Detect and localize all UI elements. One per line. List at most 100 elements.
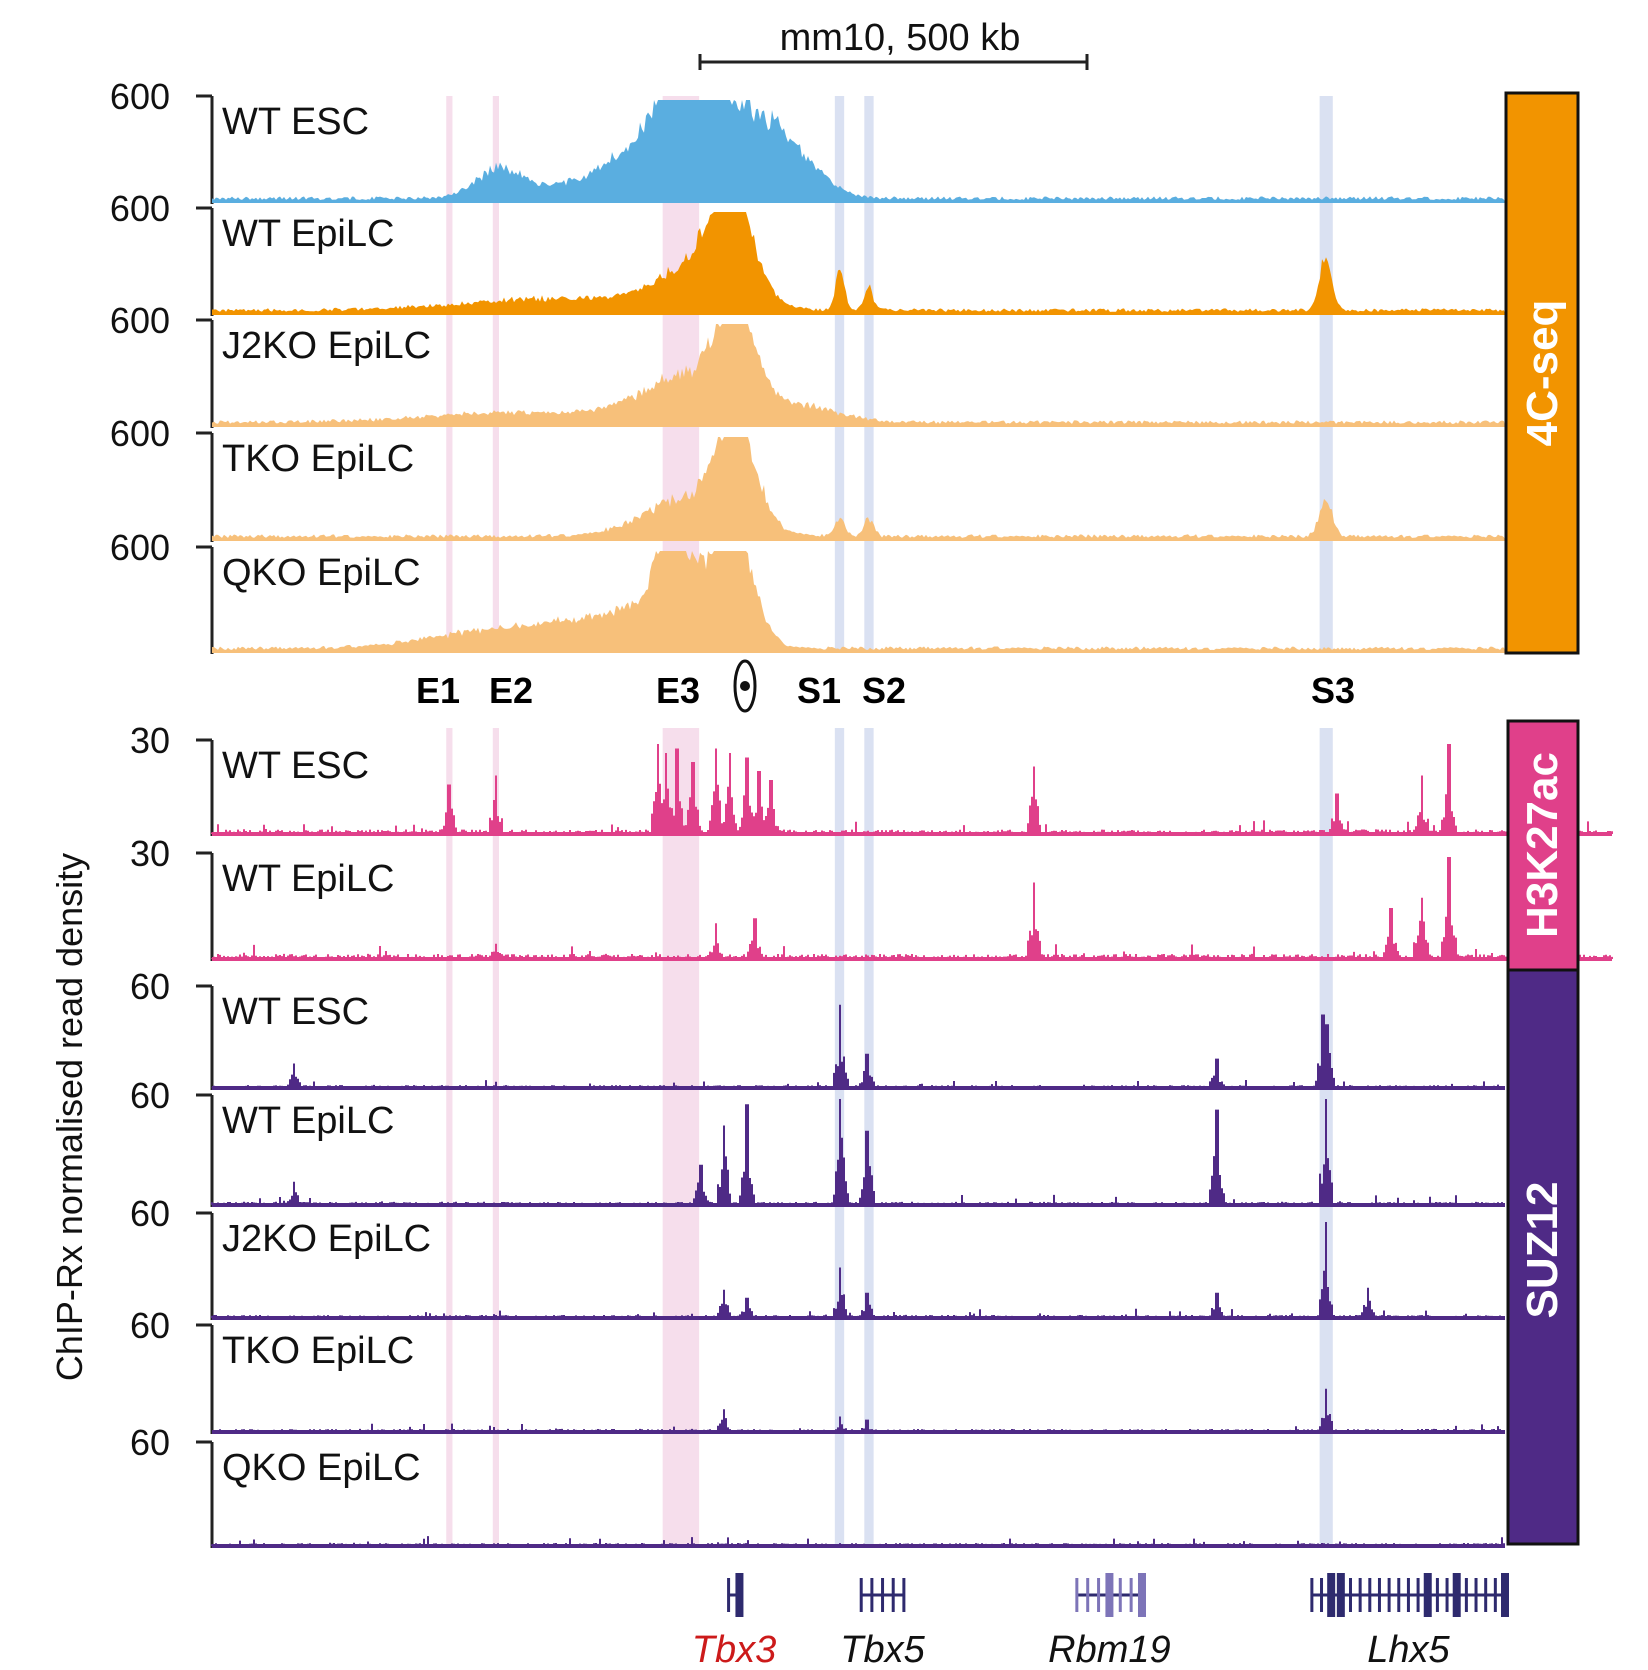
track-name-label: WT EpiLC [222,213,394,255]
track-name-label: WT ESC [222,745,369,787]
track-ymax-label: 30 [130,833,170,874]
gene-exon [1484,1578,1488,1612]
gene-exon [902,1578,906,1612]
gene-label: Rbm19 [1048,1629,1171,1670]
track-name-label: QKO EpiLC [222,552,421,594]
gene-exon [1348,1578,1352,1612]
gene-exon [1086,1578,1090,1612]
coverage-area [212,551,1505,652]
group-label-h3k27ac: H3K27ac [1506,719,1580,972]
track-ymax-label: 600 [110,527,170,568]
band-s3-4c [1319,96,1333,652]
coverage-spikes [211,1099,1505,1205]
scale-bar-label: mm10, 500 kb [780,17,1021,59]
gene-label: Lhx5 [1367,1629,1450,1670]
gene-tbx3: Tbx3 [692,1573,776,1670]
gene-exon [1137,1573,1146,1617]
track-ymax-label: 600 [110,76,170,117]
coverage-area [212,212,1505,314]
group-label-4c-seq-text: 4C-seq [1518,300,1567,447]
track-name-label: J2KO EpiLC [222,325,431,367]
region-labels: E1 E2 E3 S1 S2 S3 [416,659,1355,713]
scale-bar: mm10, 500 kb [698,17,1089,70]
region-label-s3: S3 [1311,670,1355,711]
gene-exon [727,1578,731,1612]
band-e2-4c [492,96,499,652]
gene-exon [1397,1578,1401,1612]
track-ymax-label: 60 [130,1422,170,1463]
track-name-label: QKO EpiLC [222,1447,421,1489]
gene-exon [1129,1578,1133,1612]
group-label-4c-seq: 4C-seq [1504,91,1580,655]
group-label-suz12: SUZ12 [1506,968,1580,1546]
track-4c-seq-wt-esc: 600 WT ESC [110,76,1505,204]
track-h3k27ac-wt-esc: 30 WT ESC [130,720,1613,836]
gene-exon [1075,1578,1079,1612]
gene-exon [1368,1578,1372,1612]
region-label-e1: E1 [416,670,460,711]
gene-exon [735,1573,744,1617]
gene-exon [1320,1578,1324,1612]
region-label-s2: S2 [862,670,906,711]
coverage-area [212,100,1505,202]
track-suz12-j2ko-epilc: 60 J2KO EpiLC [130,1193,1505,1320]
gene-exon [1310,1578,1314,1612]
viewpoint-icon [733,659,757,713]
track-4c-seq-j2ko-epilc: 600 J2KO EpiLC [110,300,1505,428]
coverage-spikes [211,744,1613,834]
band-e1-4c [446,96,453,652]
band-s1-4c [834,96,845,652]
signal-tracks: 600 WT ESC 600 WT EpiLC 600 J2KO EpiLC 600 TKO … [110,76,1613,1548]
coverage-spikes [211,1388,1505,1432]
gene-exon [1501,1573,1509,1617]
gene-label: Tbx3 [692,1629,776,1670]
track-ymax-label: 60 [130,1305,170,1346]
coverage-spikes [211,857,1613,959]
gene-exon [1387,1578,1391,1612]
gene-exon [1452,1573,1461,1617]
gene-exon [891,1578,895,1612]
track-name-label: WT EpiLC [222,1100,394,1142]
region-label-e3: E3 [656,670,700,711]
track-ymax-label: 60 [130,966,170,1007]
track-ymax-label: 60 [130,1193,170,1234]
band-e1-chip [446,728,453,1546]
gene-exon [1464,1578,1468,1612]
gene-lhx5: Lhx5 [1310,1573,1509,1670]
track-name-label: WT EpiLC [222,858,394,900]
gene-exon [1423,1573,1432,1617]
gene-annotation-track: Tbx3 Tbx5 Rbm19 Lhx5 [692,1573,1509,1670]
track-name-label: WT ESC [222,101,369,143]
region-label-e2: E2 [489,670,533,711]
track-suz12-wt-esc: 60 WT ESC [130,966,1505,1090]
gene-exon [1435,1578,1439,1612]
coverage-spikes [211,1004,1505,1088]
y-axis-title: ChIP-Rx normalised read density [49,853,90,1381]
gene-exon [1445,1578,1449,1612]
track-name-label: J2KO EpiLC [222,1218,431,1260]
group-label-suz12-text: SUZ12 [1518,1182,1567,1319]
track-suz12-qko-epilc: 60 QKO EpiLC [130,1422,1505,1548]
track-ymax-label: 30 [130,720,170,761]
gene-exon [1105,1573,1114,1617]
track-4c-seq-wt-epilc: 600 WT EpiLC [110,188,1505,316]
gene-exon [859,1578,863,1612]
track-h3k27ac-wt-epilc: 30 WT EpiLC [130,833,1613,961]
band-s2-4c [864,96,874,652]
track-ymax-label: 600 [110,300,170,341]
gene-exon [1358,1578,1362,1612]
gene-rbm19: Rbm19 [1048,1573,1171,1670]
gene-exon [881,1578,885,1612]
gene-tbx5: Tbx5 [840,1578,926,1670]
gene-exon [1474,1578,1478,1612]
gene-exon [1493,1578,1497,1612]
gene-exon [1406,1578,1410,1612]
track-suz12-wt-epilc: 60 WT EpiLC [130,1075,1505,1207]
gene-exon [1416,1578,1420,1612]
gene-exon [1377,1578,1381,1612]
gene-exon [1118,1578,1122,1612]
gene-exon [1336,1573,1345,1617]
gene-label: Tbx5 [840,1629,925,1670]
gene-exon [1097,1578,1101,1612]
track-ymax-label: 60 [130,1075,170,1116]
